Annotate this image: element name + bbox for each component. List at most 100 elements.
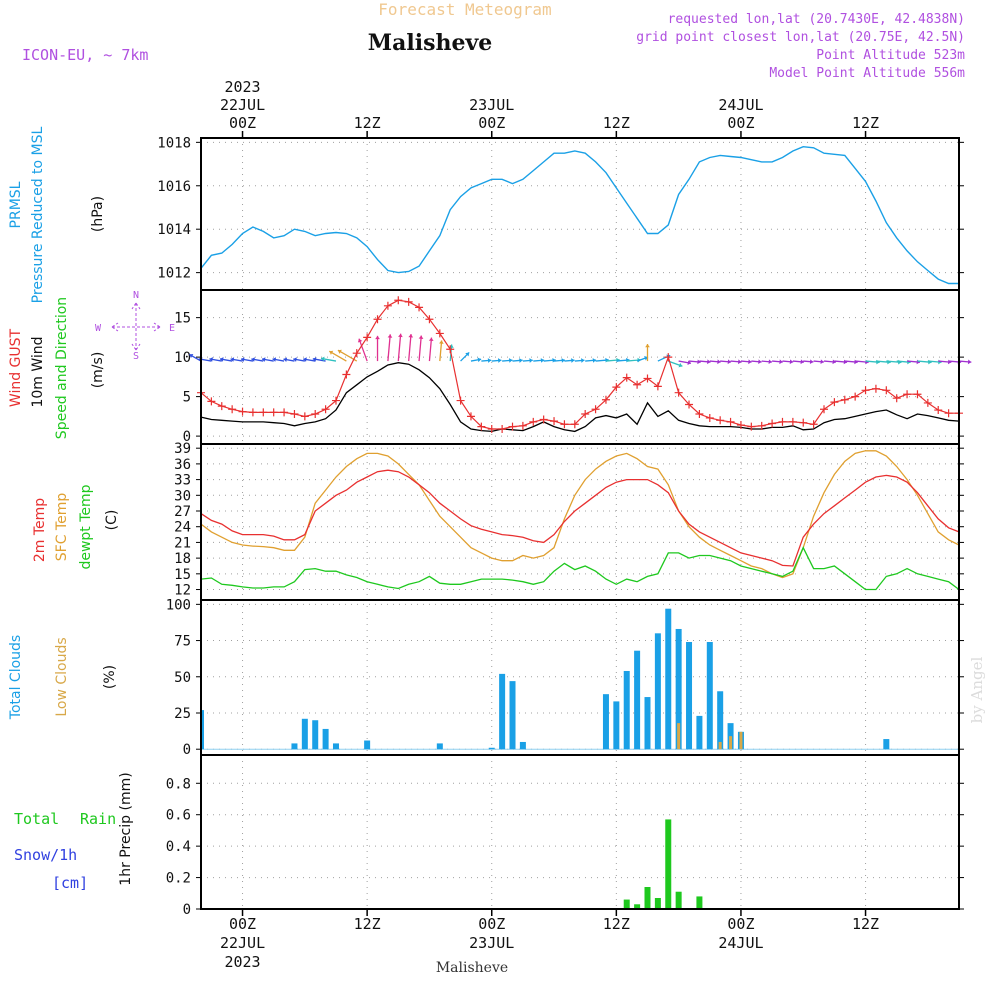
gust-marker xyxy=(882,386,891,395)
model-altitude: Model Point Altitude 556m xyxy=(769,66,965,81)
low-clouds-ylabel: Low Clouds xyxy=(54,637,70,716)
gust-marker xyxy=(446,345,455,354)
wind-arrow-head xyxy=(800,359,804,365)
wind-arrow-head xyxy=(303,357,307,362)
wind-direction-ylabel: Speed and Direction xyxy=(54,297,70,439)
top-time-label: 00Z xyxy=(478,114,505,132)
wind-arrow-head xyxy=(552,357,556,363)
y-tick-label: 0.6 xyxy=(166,808,191,824)
rain-bar xyxy=(644,887,651,909)
y-tick-label: 0.4 xyxy=(166,839,191,855)
gust-marker xyxy=(487,424,496,433)
gust-marker xyxy=(217,402,226,411)
rain-bar xyxy=(623,899,630,909)
wind-arrow-head xyxy=(707,359,711,365)
gust-marker xyxy=(560,420,569,429)
total-cloud-bar xyxy=(883,739,890,750)
gust-marker xyxy=(477,422,486,431)
gust-marker xyxy=(394,296,403,305)
gust-marker xyxy=(352,349,361,358)
wind-arrow-head xyxy=(967,359,972,365)
rain-bar xyxy=(675,891,682,909)
top-time-label: 23JUL xyxy=(469,96,514,114)
compass-legend: N S W E xyxy=(95,290,175,362)
y-tick-label: 15 xyxy=(174,311,191,327)
gust-marker xyxy=(674,388,683,397)
y-tick-label: 0.2 xyxy=(166,871,191,887)
y-tick-label: 5 xyxy=(183,390,191,406)
wind-arrow-head xyxy=(854,359,858,365)
wind-arrow-head xyxy=(387,334,393,338)
gust-marker xyxy=(622,373,631,382)
y-tick-label: 25 xyxy=(174,706,191,722)
precip-ylabel: 1hr Precip (mm) xyxy=(118,772,134,885)
gust-marker xyxy=(591,405,600,414)
bottom-time-label: 12Z xyxy=(852,915,879,933)
wind-arrow-shaft xyxy=(387,334,391,362)
gust-marker xyxy=(550,417,559,426)
total-cloud-bar xyxy=(332,743,339,750)
wind-arrow-head xyxy=(219,357,224,362)
gust-marker xyxy=(871,384,880,393)
wind-arrow-head xyxy=(320,356,325,362)
bottom-time-label: 22JUL xyxy=(220,934,265,952)
y-tick-label: 100 xyxy=(166,597,191,613)
gust-marker xyxy=(259,408,268,417)
wind-arrow-head xyxy=(843,359,848,365)
wind-arrow-head xyxy=(230,357,235,362)
precip-frame xyxy=(200,754,960,910)
top-time-label: 22JUL xyxy=(220,96,265,114)
wind-arrow-head xyxy=(779,359,783,365)
wind-arrow-head xyxy=(561,358,565,363)
sfc-temp-line xyxy=(200,450,960,579)
wind-arrow-head xyxy=(312,357,317,362)
gust-marker xyxy=(892,394,901,403)
gust-marker xyxy=(280,408,289,417)
wind-arrow-head xyxy=(789,359,794,365)
wind-arrow-head xyxy=(947,359,952,365)
gust-marker xyxy=(425,315,434,324)
watermark: by Angel xyxy=(968,656,986,723)
wind-arrow-head xyxy=(357,338,363,343)
wind-arrow-head xyxy=(261,357,266,362)
gust-marker xyxy=(342,370,351,379)
wind-arrows xyxy=(189,333,972,368)
wind-arrow-head xyxy=(678,362,683,368)
y-tick-label: 39 xyxy=(174,441,191,457)
wind-arrow-head xyxy=(329,350,334,355)
gust-marker xyxy=(851,392,860,401)
gust-marker xyxy=(799,418,808,427)
wind-arrow-head xyxy=(916,359,921,365)
gust-marker xyxy=(934,406,943,415)
wind-arrow-head xyxy=(519,358,523,363)
y-tick-label: 36 xyxy=(174,457,191,473)
pressure-ylabel-long: Pressure Reduced to MSL xyxy=(30,126,46,303)
gust-marker xyxy=(269,408,278,417)
y-tick-label: 21 xyxy=(174,535,191,551)
wind-arrow-head xyxy=(616,357,620,363)
total-cloud-bar xyxy=(634,650,641,750)
gust-marker xyxy=(498,424,507,433)
rain-bar xyxy=(654,898,661,909)
gust-marker xyxy=(695,409,704,418)
wind-arrow-head xyxy=(820,359,824,365)
bottom-time-label: 23JUL xyxy=(469,934,514,952)
bottom-time-label: 2023 xyxy=(224,953,260,971)
gust-marker xyxy=(311,409,320,418)
y-tick-label: 24 xyxy=(174,520,191,536)
wind-gust-line xyxy=(200,299,959,430)
gust-marker xyxy=(923,398,932,407)
total-cloud-bar xyxy=(706,642,713,750)
wind-arrow-head xyxy=(592,358,597,363)
grid-point-coords: grid point closest lon,lat (20.75E, 42.5… xyxy=(636,30,965,45)
y-tick-label: 12 xyxy=(174,583,191,599)
total-cloud-bar xyxy=(696,715,703,750)
gust-marker xyxy=(820,405,829,414)
top-time-label: 12Z xyxy=(852,114,879,132)
wind-ylabel: 10m Wind xyxy=(30,336,46,407)
wind-arrow-head xyxy=(738,359,742,365)
wind-arrow-head xyxy=(876,359,880,365)
wind-arrow-head xyxy=(626,357,630,363)
